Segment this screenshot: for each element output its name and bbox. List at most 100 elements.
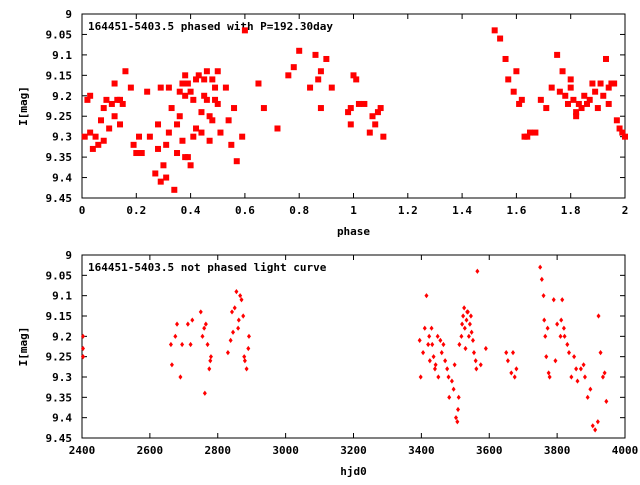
data-point xyxy=(353,76,360,83)
data-point xyxy=(108,100,115,107)
data-point xyxy=(347,121,354,128)
data-point xyxy=(565,341,570,348)
x-tick-label: 0.4 xyxy=(181,204,201,217)
y-tick-label: 9.45 xyxy=(46,432,73,445)
data-point xyxy=(431,354,436,360)
data-point xyxy=(127,84,134,91)
data-point xyxy=(559,317,564,323)
y-tick-label: 9 xyxy=(65,249,72,262)
data-point xyxy=(187,162,194,169)
y-axis-title: I[mag] xyxy=(17,86,30,126)
data-point xyxy=(239,297,244,303)
data-point xyxy=(203,321,208,327)
data-point xyxy=(459,333,464,339)
data-point xyxy=(81,354,86,360)
data-point xyxy=(594,105,601,112)
data-point xyxy=(514,366,519,372)
data-point xyxy=(427,333,432,339)
data-point xyxy=(556,88,563,95)
data-point xyxy=(441,341,446,348)
data-point xyxy=(175,321,180,327)
data-point xyxy=(231,105,238,112)
data-point xyxy=(449,378,454,384)
data-point xyxy=(590,423,595,429)
data-point xyxy=(516,100,523,107)
data-point xyxy=(117,121,124,128)
data-point xyxy=(260,105,267,112)
data-point xyxy=(575,378,580,384)
data-point xyxy=(578,105,585,112)
data-point xyxy=(445,366,450,372)
data-point xyxy=(452,362,457,368)
data-point xyxy=(157,84,164,91)
data-point xyxy=(430,341,435,348)
data-point xyxy=(222,84,229,91)
data-point xyxy=(176,88,183,95)
data-point xyxy=(203,68,210,75)
data-point xyxy=(100,105,107,112)
data-point xyxy=(569,374,574,380)
data-point xyxy=(206,113,213,120)
x-tick-label: 3600 xyxy=(476,444,503,457)
data-point xyxy=(133,150,140,157)
data-point xyxy=(555,321,560,327)
data-point xyxy=(372,121,379,128)
data-point xyxy=(581,362,586,368)
data-point xyxy=(323,55,330,62)
data-point xyxy=(471,350,476,356)
data-point xyxy=(366,129,373,136)
data-point xyxy=(611,80,618,87)
data-point xyxy=(546,370,551,376)
data-point xyxy=(355,100,362,107)
data-point xyxy=(585,394,590,400)
data-point xyxy=(207,366,212,372)
data-point xyxy=(466,333,471,339)
data-point xyxy=(152,170,159,177)
y-tick-label: 9.05 xyxy=(46,269,73,282)
y-tick-label: 9.2 xyxy=(52,330,72,343)
x-tick-label: 0 xyxy=(79,204,86,217)
data-point xyxy=(460,321,465,327)
data-point xyxy=(605,100,612,107)
data-point xyxy=(447,394,452,400)
data-point xyxy=(81,133,88,140)
data-point xyxy=(435,333,440,339)
data-point xyxy=(456,394,461,400)
data-point xyxy=(168,105,175,112)
data-point xyxy=(502,55,509,62)
data-points xyxy=(81,27,628,193)
data-points xyxy=(81,264,609,433)
data-point xyxy=(180,341,185,348)
data-point xyxy=(246,345,251,352)
x-tick-label: 1 xyxy=(350,204,357,217)
plot-title: 164451-5403.5 phased with P=192.30day xyxy=(88,20,333,33)
data-point xyxy=(203,96,210,103)
y-tick-label: 9.35 xyxy=(46,151,73,164)
data-point xyxy=(570,96,577,103)
data-point xyxy=(214,100,221,107)
data-point xyxy=(545,325,550,331)
data-point xyxy=(176,113,183,120)
data-point xyxy=(613,117,620,124)
data-point xyxy=(532,129,539,136)
data-point xyxy=(138,150,145,157)
y-tick-label: 9.45 xyxy=(46,192,73,205)
data-point xyxy=(510,88,517,95)
data-point xyxy=(567,84,574,91)
data-point xyxy=(347,105,354,112)
data-point xyxy=(244,366,249,372)
x-tick-label: 2 xyxy=(622,204,629,217)
data-point xyxy=(509,370,514,376)
data-point xyxy=(561,325,566,331)
data-point xyxy=(473,358,478,364)
data-point xyxy=(92,133,99,140)
data-point xyxy=(562,92,569,99)
data-point xyxy=(290,64,297,71)
data-point xyxy=(554,51,561,58)
data-point xyxy=(169,362,174,368)
data-point xyxy=(369,113,376,120)
x-tick-label: 2800 xyxy=(205,444,232,457)
data-point xyxy=(551,297,556,303)
data-point xyxy=(462,305,467,311)
y-tick-label: 9.1 xyxy=(52,49,72,62)
